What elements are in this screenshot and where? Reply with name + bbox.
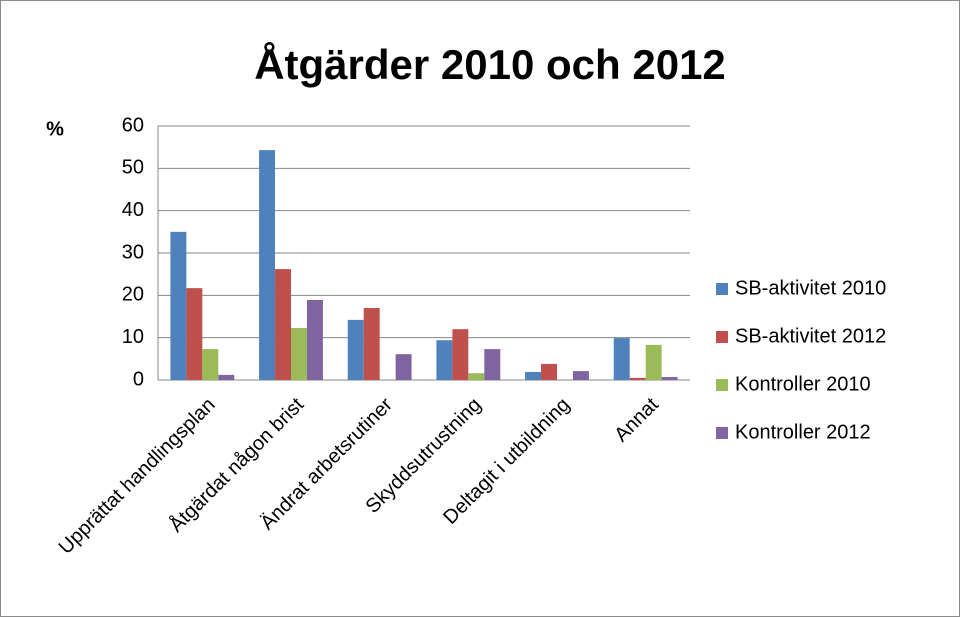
legend-label: SB-aktivitet 2010 [735,277,886,299]
bar [363,308,380,380]
bar [170,231,187,380]
bar [525,371,542,380]
bar [347,319,364,380]
bar [202,349,219,380]
legend-swatch [716,283,728,295]
chart-title: Åtgärder 2010 och 2012 [254,41,726,88]
bar [661,377,678,380]
y-tick-label: 60 [122,114,144,136]
legend-label: Kontroller 2012 [735,421,871,443]
bar [541,363,557,380]
legend-swatch [716,427,728,439]
bar [395,354,412,380]
y-tick-label: 40 [122,199,144,221]
bar [306,299,323,380]
bar [436,340,453,380]
bar [613,338,630,380]
bar [291,327,307,380]
bar [186,288,203,380]
y-tick-label: 50 [122,157,144,179]
legend-swatch [716,331,728,343]
bar [484,349,501,380]
bar [259,150,276,380]
y-tick-label: 0 [133,368,144,390]
bar [645,344,662,380]
bar [275,269,291,380]
bar [468,373,485,380]
bar [218,374,235,380]
bar [452,329,469,380]
bar [629,377,646,380]
y-axis-label: % [46,118,64,140]
y-tick-label: 10 [122,326,144,348]
legend-swatch [716,379,728,391]
legend-label: Kontroller 2010 [735,373,871,395]
legend-label: SB-aktivitet 2012 [735,325,886,347]
y-tick-label: 20 [122,284,144,306]
y-tick-label: 30 [122,241,144,263]
bar [572,371,589,380]
